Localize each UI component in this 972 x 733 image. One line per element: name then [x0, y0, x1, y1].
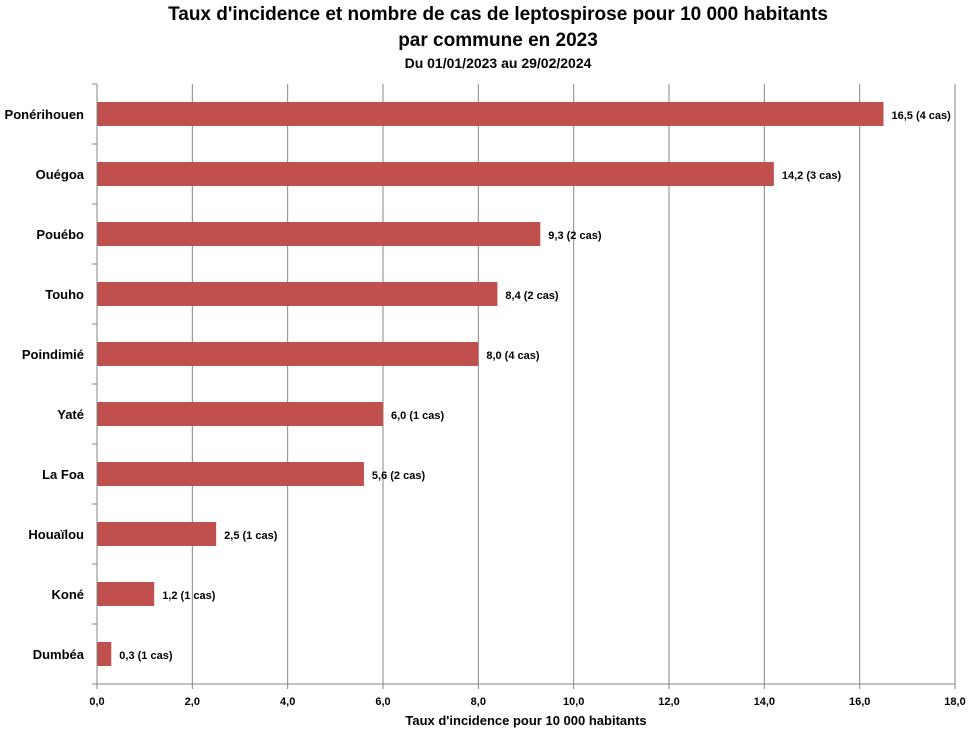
x-axis-title: Taux d'incidence pour 10 000 habitants	[405, 713, 646, 728]
bar	[97, 582, 155, 606]
category-label: Houaïlou	[28, 527, 84, 542]
data-label: 5,6 (2 cas)	[372, 470, 426, 482]
x-tick-label: 16,0	[849, 696, 870, 708]
chart-subtitle: Du 01/01/2023 au 29/02/2024	[405, 55, 592, 71]
bar	[97, 162, 774, 186]
labels: 0,0 2,0 4,0 6,0 8,0 10,0 12,0 14,0 16,0 18,0 Ponér…	[5, 107, 966, 708]
category-label: Touho	[45, 287, 84, 302]
data-label: 16,5 (4 cas)	[892, 110, 952, 122]
axes	[92, 83, 956, 689]
bar	[97, 222, 541, 246]
x-tick-label: 12,0	[658, 696, 679, 708]
category-label: Yaté	[57, 407, 84, 422]
x-tick-label: 14,0	[754, 696, 775, 708]
data-label: 8,0 (4 cas)	[486, 350, 540, 362]
bar	[97, 282, 498, 306]
category-label: Poindimié	[22, 347, 84, 362]
category-label: Ponérihouen	[5, 107, 85, 122]
x-tick-label: 4,0	[280, 696, 295, 708]
bar	[97, 402, 383, 426]
chart-title-line-1: Taux d'incidence et nombre de cas de lep…	[168, 4, 828, 25]
data-label: 14,2 (3 cas)	[782, 170, 842, 182]
bar	[97, 102, 884, 126]
category-label: Ouégoa	[36, 167, 85, 182]
data-label: 1,2 (1 cas)	[162, 590, 216, 602]
chart-title-line-2: par commune en 2023	[398, 30, 598, 51]
category-label: Koné	[52, 587, 85, 602]
x-tick-label: 8,0	[471, 696, 486, 708]
x-tick-label: 10,0	[563, 696, 584, 708]
category-label: Pouébo	[36, 227, 84, 242]
x-tick-label: 18,0	[944, 696, 965, 708]
bar	[97, 462, 364, 486]
category-label: La Foa	[42, 467, 85, 482]
data-label: 8,4 (2 cas)	[505, 290, 559, 302]
category-label: Dumbéa	[33, 647, 85, 662]
data-label: 2,5 (1 cas)	[224, 530, 278, 542]
bar	[97, 342, 479, 366]
x-tick-label: 6,0	[375, 696, 390, 708]
data-label: 9,3 (2 cas)	[548, 230, 602, 242]
bar	[97, 522, 217, 546]
x-tick-label: 0,0	[89, 696, 104, 708]
data-label: 0,3 (1 cas)	[119, 650, 173, 662]
x-tick-label: 2,0	[185, 696, 200, 708]
bars	[97, 102, 884, 666]
bar	[97, 642, 112, 666]
data-label: 6,0 (1 cas)	[391, 410, 445, 422]
